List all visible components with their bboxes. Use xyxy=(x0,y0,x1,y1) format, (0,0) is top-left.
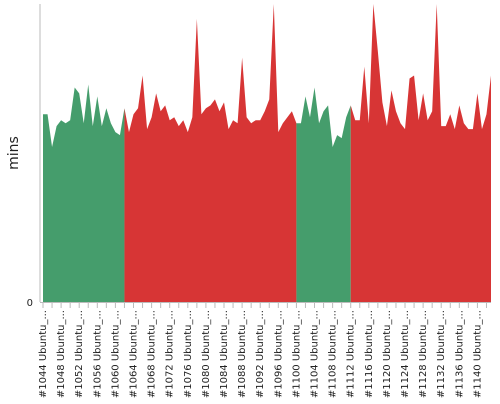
x-tick-label: #1088 Ubuntu_... xyxy=(237,310,248,398)
x-tick-label: #1084 Ubuntu_... xyxy=(219,310,230,398)
x-tick-label: #1116 Ubuntu_... xyxy=(364,310,375,398)
area-segment-fail xyxy=(350,4,491,302)
x-tick-label: #1072 Ubuntu_... xyxy=(165,310,176,398)
x-ticks-group: #1044 Ubuntu_... #1048 Ubuntu_... #1052 Ub… xyxy=(38,303,487,398)
x-tick-label: #1092 Ubuntu_... xyxy=(255,310,266,398)
y-ticks-group: 0 xyxy=(27,298,33,309)
x-tick-label: #1080 Ubuntu_... xyxy=(201,310,212,398)
area-series-group xyxy=(43,4,491,303)
x-tick-label: #1064 Ubuntu_... xyxy=(129,310,140,398)
x-tick-label: #1120 Ubuntu_... xyxy=(382,310,393,398)
x-tick-label: #1140 Ubuntu_... xyxy=(472,310,483,398)
x-tick-label: #1132 Ubuntu_... xyxy=(436,310,447,398)
y-axis-title: mins xyxy=(6,136,22,170)
x-tick-label: #1128 Ubuntu_... xyxy=(418,310,429,398)
y-tick-label: 0 xyxy=(27,298,33,309)
area-segment-pass xyxy=(43,84,125,303)
x-tick-label: #1052 Ubuntu_... xyxy=(74,310,85,398)
area-segment-pass xyxy=(296,87,351,302)
x-tick-label: #1056 Ubuntu_... xyxy=(92,310,103,398)
x-tick-label: #1044 Ubuntu_... xyxy=(38,310,49,398)
x-tick-label: #1048 Ubuntu_... xyxy=(56,310,67,398)
x-tick-label: #1068 Ubuntu_... xyxy=(147,310,158,398)
x-tick-label: #1108 Ubuntu_... xyxy=(328,310,339,398)
x-tick-label: #1124 Ubuntu_... xyxy=(400,310,411,398)
x-tick-label: #1096 Ubuntu_... xyxy=(273,310,284,398)
x-tick-label: #1104 Ubuntu_... xyxy=(310,310,321,398)
area-segment-fail xyxy=(124,4,297,302)
x-tick-label: #1076 Ubuntu_... xyxy=(183,310,194,398)
x-tick-label: #1060 Ubuntu_... xyxy=(110,310,121,398)
x-tick-label: #1100 Ubuntu_... xyxy=(291,310,302,398)
x-tick-label: #1136 Ubuntu_... xyxy=(454,310,465,398)
x-tick-label: #1112 Ubuntu_... xyxy=(346,310,357,398)
